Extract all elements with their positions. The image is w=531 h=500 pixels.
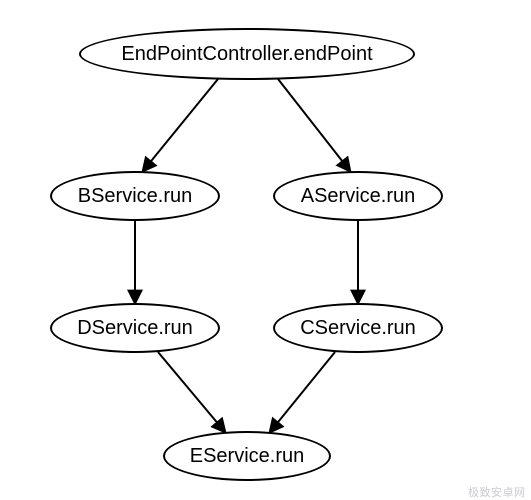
node-c: CService.run	[273, 303, 443, 353]
node-label: BService.run	[78, 185, 193, 208]
edge-root-a	[278, 79, 350, 171]
node-label: AService.run	[301, 185, 416, 208]
node-label: EService.run	[190, 445, 305, 468]
node-label: CService.run	[300, 317, 416, 340]
edge-d-e	[158, 352, 225, 432]
node-label: DService.run	[77, 317, 193, 340]
edge-root-b	[143, 79, 218, 171]
node-root: EndPointController.endPoint	[79, 28, 415, 80]
edge-c-e	[270, 352, 335, 432]
node-a: AService.run	[273, 171, 443, 221]
node-d: DService.run	[50, 303, 220, 353]
watermark-text: 极致安卓网	[468, 484, 526, 500]
node-b: BService.run	[50, 171, 220, 221]
node-e: EService.run	[163, 431, 331, 481]
node-label: EndPointController.endPoint	[121, 43, 372, 66]
